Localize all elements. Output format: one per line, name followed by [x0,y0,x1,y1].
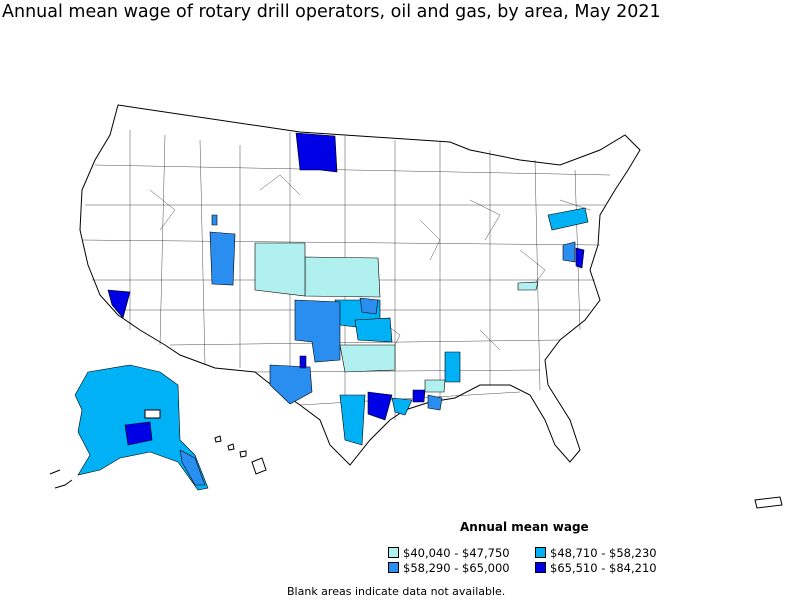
aleutian-islands [49,469,73,489]
area-west-virginia [562,241,576,263]
area-west-texas [294,299,341,363]
area-north-dakota [295,132,338,173]
area-gulf-alabama [424,379,446,393]
legend-swatch-2 [535,547,546,558]
area-virginia [575,247,585,269]
area-southeast-alaska [179,449,206,486]
legend-item-4: $65,510 - $84,210 [535,561,657,575]
map-title: Annual mean wage of rotary drill operato… [2,2,661,22]
area-central-texas [339,344,396,373]
alaska-lake [144,409,161,419]
area-tulsa [359,297,379,315]
legend-swatch-4 [535,562,546,573]
footnote: Blank areas indicate data not available. [287,585,506,598]
puerto-rico [754,496,783,509]
legend-label-1: $40,040 - $47,750 [403,546,510,560]
legend-title: Annual mean wage [460,520,589,534]
area-wyoming-strip [211,214,218,226]
area-gulf-coast [391,397,413,416]
legend-swatch-1 [388,547,399,558]
legend-label-2: $48,710 - $58,230 [550,546,657,560]
legend-label-3: $58,290 - $65,000 [403,561,510,575]
area-south-texas [339,394,366,446]
area-oklahoma-east [354,317,393,343]
area-mississippi [444,351,461,383]
legend-item-3: $58,290 - $65,000 [388,561,510,575]
legend-item-2: $48,710 - $58,230 [535,546,657,560]
area-midland [299,355,307,369]
legend-label-4: $65,510 - $84,210 [550,561,657,575]
hawaii [214,435,267,475]
legend-swatch-3 [388,562,399,573]
area-louisiana [412,389,426,403]
legend-item-1: $40,040 - $47,750 [388,546,510,560]
area-pennsylvania [547,207,589,231]
area-north-slope [124,421,153,446]
area-eastern-colorado [254,242,306,297]
area-western-colorado [209,231,236,286]
area-kentucky [517,281,539,291]
area-kansas [304,256,381,298]
area-southern-california [107,289,131,319]
area-houston [367,391,393,421]
area-louisiana-south [427,394,443,411]
